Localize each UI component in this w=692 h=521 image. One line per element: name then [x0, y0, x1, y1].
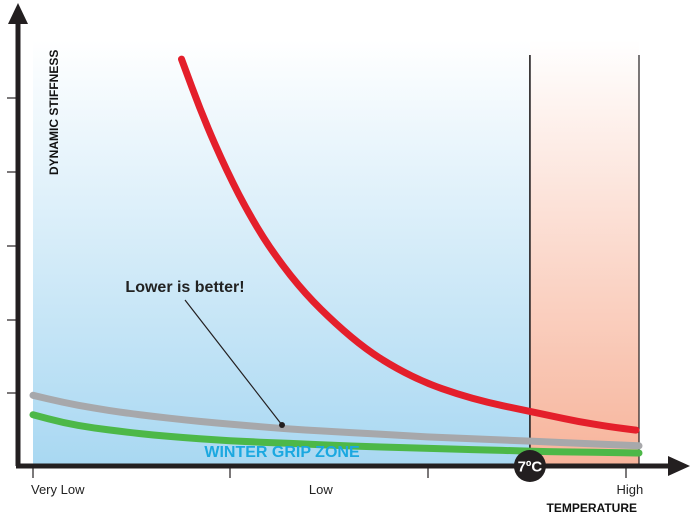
x-axis-title: TEMPERATURE	[547, 501, 637, 515]
y-axis	[7, 3, 28, 466]
x-axis-arrow-icon	[668, 456, 690, 476]
winter-grip-zone-label: WINTER GRIP ZONE	[204, 444, 360, 461]
annotation: Lower is better!	[125, 279, 285, 428]
y-axis-arrow-icon	[8, 3, 28, 24]
x-axis: Very Low Low High	[16, 456, 690, 497]
series-line-red	[178, 55, 640, 434]
x-tick-label: Low	[309, 482, 333, 497]
warm-zone-background	[529, 40, 639, 464]
y-axis-title: DYNAMIC STIFFNESS	[47, 50, 61, 175]
threshold-marker-label: 7ºC	[518, 459, 543, 476]
threshold-marker-circle	[513, 450, 546, 482]
series-line-gray	[29, 391, 643, 450]
x-tick-label: Very Low	[31, 482, 85, 497]
cold-zone-background	[33, 40, 530, 464]
annotation-dot	[279, 422, 285, 428]
annotation-leader-line	[184, 299, 283, 426]
annotation-text: Lower is better!	[125, 279, 244, 296]
x-tick-label: High	[617, 482, 644, 497]
threshold-marker: 7ºC	[513, 450, 546, 482]
y-axis-ticks	[7, 97, 18, 394]
x-axis-ticks: Very Low Low High	[31, 466, 643, 497]
